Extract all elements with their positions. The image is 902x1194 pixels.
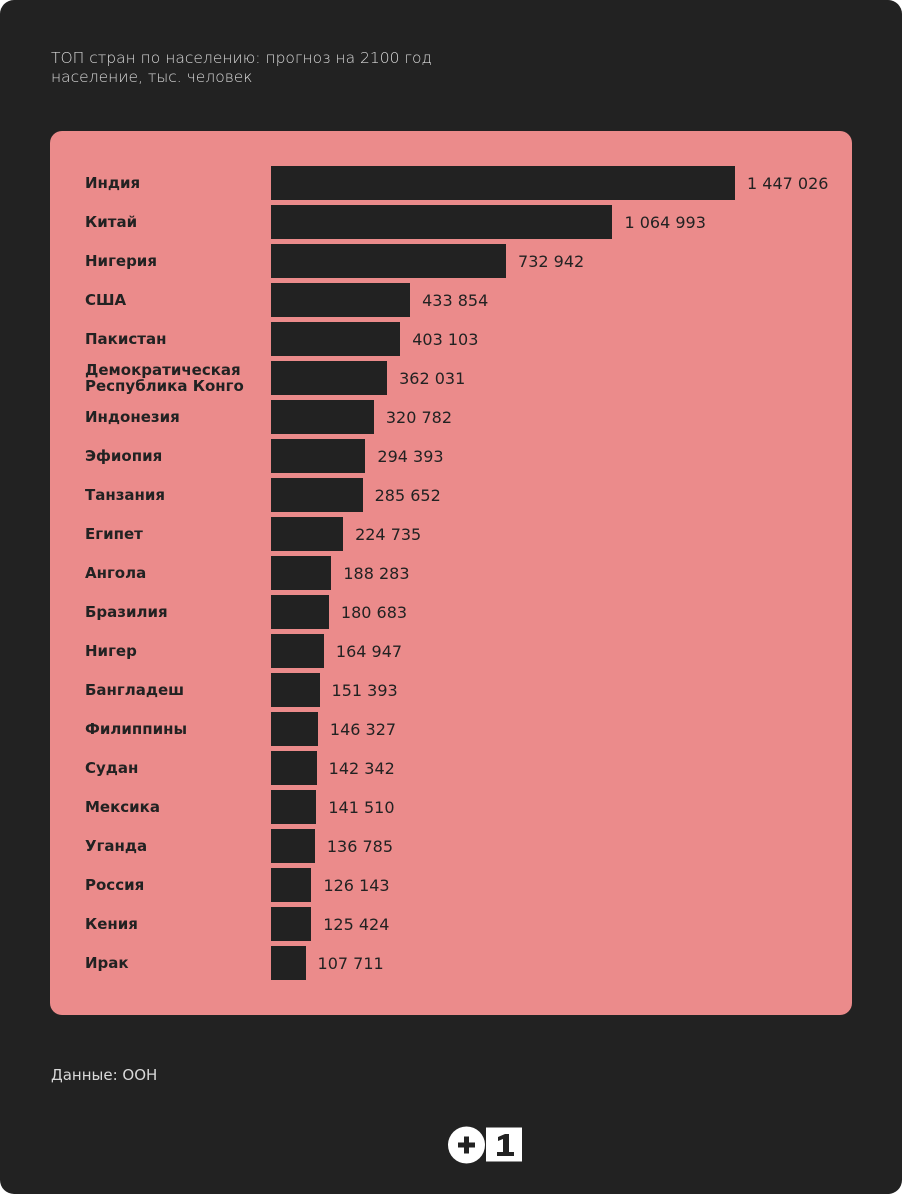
bar bbox=[271, 439, 366, 473]
bar bbox=[271, 790, 317, 824]
bar bbox=[271, 712, 318, 746]
bar bbox=[271, 400, 374, 434]
bar bbox=[271, 478, 363, 512]
bar bbox=[271, 556, 332, 590]
value-label: 732 942 bbox=[518, 251, 585, 271]
source-note: Данные: ООН bbox=[51, 1066, 158, 1084]
bar bbox=[271, 361, 388, 395]
category-label: Кения bbox=[85, 915, 138, 933]
bar-row: Демократическая Республика Конго 362 031 bbox=[50, 361, 852, 395]
value-label: 180 683 bbox=[340, 602, 408, 622]
bar bbox=[271, 751, 317, 785]
bar-row: Бангладеш 151 393 bbox=[50, 673, 852, 707]
bar bbox=[271, 907, 312, 941]
bar-row: Нигер 164 947 bbox=[50, 634, 852, 668]
bar-row: Ирак 107 711 bbox=[50, 946, 852, 980]
category-label: Бангладеш bbox=[85, 681, 185, 699]
category-label: Египет bbox=[85, 525, 143, 543]
plus-one-logo bbox=[448, 1126, 522, 1164]
category-label: Уганда bbox=[85, 837, 148, 855]
value-label: 141 510 bbox=[328, 797, 395, 817]
bar-row: Танзания 285 652 bbox=[50, 478, 852, 512]
value-label: 224 735 bbox=[355, 524, 422, 544]
bar bbox=[271, 244, 507, 278]
category-label: Бразилия bbox=[85, 603, 168, 621]
value-label: 107 711 bbox=[317, 953, 384, 973]
value-label: 142 342 bbox=[328, 758, 395, 778]
category-label: Ангола bbox=[85, 564, 147, 582]
value-label: 164 947 bbox=[335, 641, 403, 661]
bar-row: Пакистан 403 103 bbox=[50, 322, 852, 356]
bar-row: Китай 1 064 993 bbox=[50, 205, 852, 239]
value-label: 151 393 bbox=[331, 680, 398, 700]
bar-row: Мексика 141 510 bbox=[50, 790, 852, 824]
category-label: Китай bbox=[85, 213, 138, 231]
bar bbox=[271, 634, 324, 668]
value-label: 136 785 bbox=[326, 836, 394, 856]
chart-title-block: ТОП стран по населению: прогноз на 2100 … bbox=[51, 49, 432, 87]
category-label: Россия bbox=[85, 876, 145, 894]
value-label: 362 031 bbox=[399, 368, 466, 388]
bar bbox=[271, 322, 401, 356]
category-label: Судан bbox=[85, 759, 139, 777]
bar bbox=[271, 166, 735, 200]
bar-row: Ангола 188 283 bbox=[50, 556, 852, 590]
bar bbox=[271, 595, 329, 629]
bar bbox=[271, 829, 315, 863]
category-label: США bbox=[85, 291, 127, 309]
value-label: 294 393 bbox=[377, 446, 444, 466]
bar-row: Уганда 136 785 bbox=[50, 829, 852, 863]
value-label: 126 143 bbox=[323, 875, 390, 895]
category-label: Пакистан bbox=[85, 330, 167, 348]
value-label: 320 782 bbox=[385, 407, 453, 427]
value-label: 125 424 bbox=[323, 914, 390, 934]
category-label: Нигер bbox=[85, 642, 137, 660]
bar-row: Бразилия 180 683 bbox=[50, 595, 852, 629]
bar-row: Филиппины 146 327 bbox=[50, 712, 852, 746]
value-label: 146 327 bbox=[329, 719, 397, 739]
bar bbox=[271, 205, 613, 239]
bar bbox=[271, 673, 320, 707]
bar bbox=[271, 868, 312, 902]
value-label: 285 652 bbox=[374, 485, 441, 505]
bar-row: Россия 126 143 bbox=[50, 868, 852, 902]
category-label: Ирак bbox=[85, 954, 129, 972]
category-label: Танзания bbox=[85, 486, 166, 504]
value-label: 403 103 bbox=[412, 329, 479, 349]
bar bbox=[271, 946, 306, 980]
category-label: Нигерия bbox=[85, 252, 157, 270]
bar-row: США 433 854 bbox=[50, 283, 852, 317]
category-label: Эфиопия bbox=[85, 447, 163, 465]
bar-row: Судан 142 342 bbox=[50, 751, 852, 785]
value-label: 188 283 bbox=[343, 563, 410, 583]
bar-row: Египет 224 735 bbox=[50, 517, 852, 551]
value-label: 1 064 993 bbox=[624, 212, 706, 232]
chart-subtitle: население, тыс. человек bbox=[51, 68, 253, 86]
bar-row: Кения 125 424 bbox=[50, 907, 852, 941]
value-label: 1 447 026 bbox=[747, 173, 829, 193]
bar-row: Эфиопия 294 393 bbox=[50, 439, 852, 473]
chart-card: Индия 1 447 026 Китай 1 064 993 Нигерия 732 9… bbox=[50, 131, 852, 1015]
bar bbox=[271, 283, 411, 317]
category-label: Индия bbox=[85, 174, 141, 192]
value-label: 433 854 bbox=[422, 290, 489, 310]
chart-title: ТОП стран по населению: прогноз на 2100 … bbox=[51, 49, 432, 67]
bar-row: Нигерия 732 942 bbox=[50, 244, 852, 278]
bar-row: Индия 1 447 026 bbox=[50, 166, 852, 200]
category-label: Мексика bbox=[85, 798, 160, 816]
category-label: Демократическая Республика Конго bbox=[85, 361, 244, 395]
bar-row: Индонезия 320 782 bbox=[50, 400, 852, 434]
bar bbox=[271, 517, 344, 551]
category-label: Филиппины bbox=[85, 720, 188, 738]
category-label: Индонезия bbox=[85, 408, 180, 426]
